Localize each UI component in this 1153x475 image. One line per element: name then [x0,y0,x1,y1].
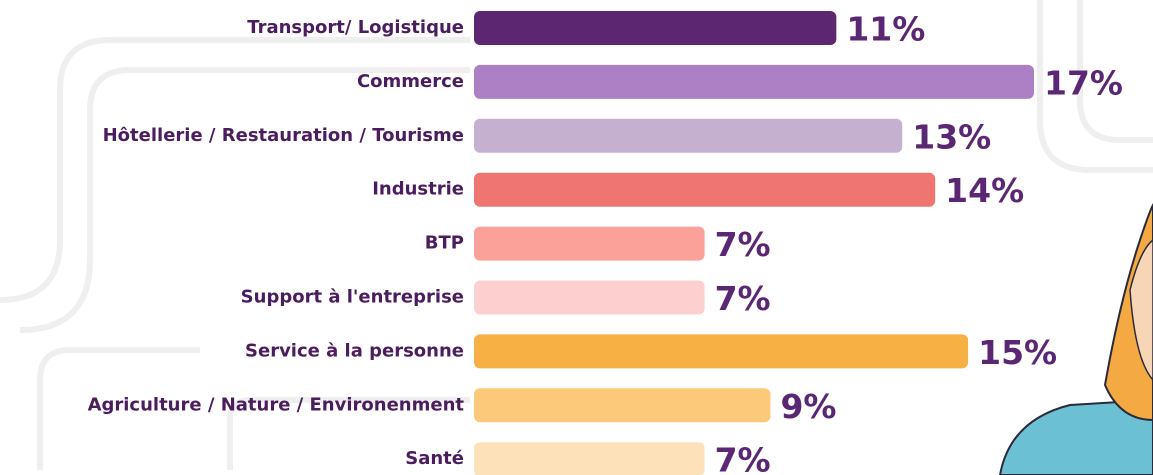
value-label: 11% [846,10,925,49]
bar [474,172,936,207]
category-label: Transport/ Logistique [247,17,464,38]
value-label: 7% [715,225,771,264]
value-label: 14% [945,171,1024,210]
person-illustration [998,203,1153,475]
category-label: Agriculture / Nature / Environenment [88,394,465,415]
value-label: 15% [978,333,1057,372]
category-label: Service à la personne [245,340,464,361]
value-label: 17% [1044,63,1123,102]
bar [474,64,1034,99]
value-label: 13% [912,117,991,156]
bar [474,226,705,261]
bar [474,388,771,423]
category-label: Hôtellerie / Restauration / Tourisme [103,125,464,146]
category-label: Commerce [357,71,464,92]
value-label: 7% [715,441,771,475]
bar [474,118,903,153]
value-label: 9% [780,387,836,426]
bar [474,334,969,369]
bar [474,11,837,45]
category-label: Support à l'entreprise [241,287,464,308]
bar [474,442,705,475]
value-label: 7% [715,279,771,318]
category-label: BTP [425,233,464,254]
bar [474,280,705,315]
category-label: Santé [405,448,464,469]
category-label: Industrie [372,179,464,200]
